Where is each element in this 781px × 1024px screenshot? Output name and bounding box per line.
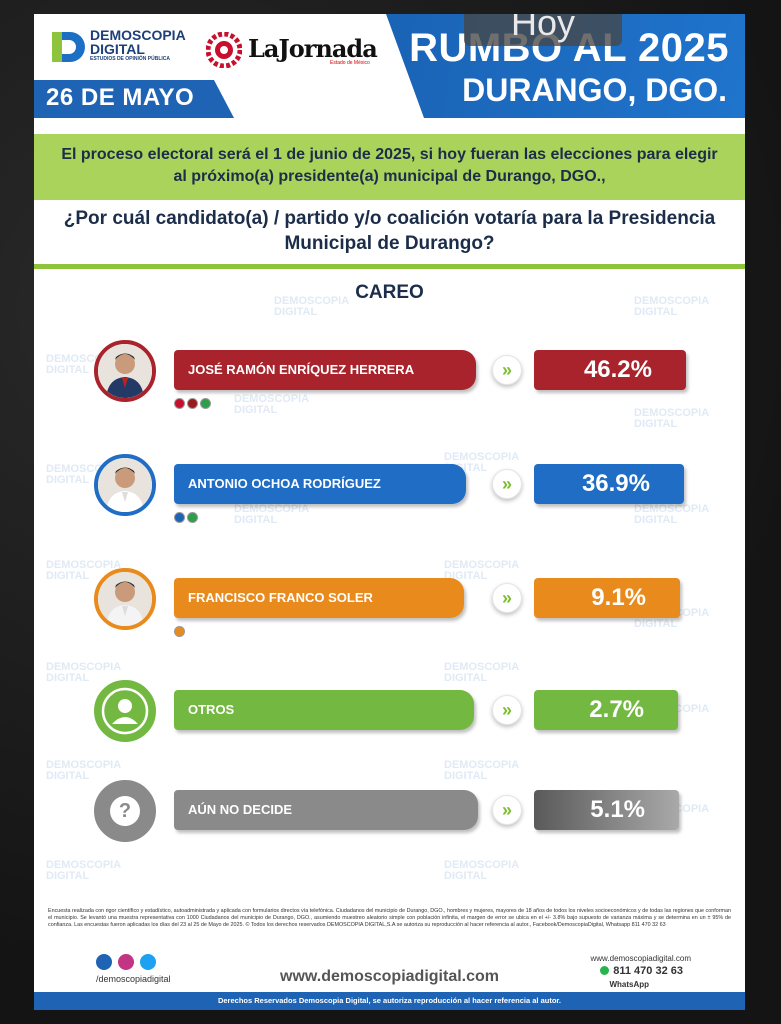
instagram-icon[interactable] xyxy=(118,954,134,970)
party-logo-icon xyxy=(174,626,185,637)
category-label: AÚN NO DECIDE xyxy=(174,790,478,830)
survey-question: ¿Por cuál candidato(a) / partido y/o coa… xyxy=(63,208,716,254)
demoscopia-logo-icon xyxy=(52,32,85,62)
category-label: FRANCISCO FRANCO SOLER xyxy=(174,578,464,618)
partner-name: LaJornada xyxy=(248,34,378,63)
question-icon xyxy=(110,796,140,826)
disclaimer: Encuesta realizada con rigor científico … xyxy=(48,908,731,928)
whatsapp-icon xyxy=(600,966,610,975)
party-logos xyxy=(174,396,213,409)
intro-text: El proceso electoral será el 1 de junio … xyxy=(61,146,718,185)
category-label: ANTONIO OCHOA RODRÍGUEZ xyxy=(174,464,466,504)
value-bar: 2.7% xyxy=(534,690,678,730)
person-photo-icon xyxy=(98,344,152,398)
social-icons xyxy=(96,954,162,975)
pollster-name: DEMOSCOPIA DIGITAL xyxy=(90,27,186,57)
website-link[interactable]: www.demoscopiadigital.com xyxy=(280,968,499,985)
category-label: JOSÉ RAMÓN ENRÍQUEZ HERRERA xyxy=(174,350,476,390)
chevron-right-icon: » xyxy=(492,355,522,385)
category-label: OTROS xyxy=(174,690,474,730)
question-mark: ? xyxy=(118,800,132,822)
data-label: 46.2% xyxy=(583,356,652,383)
partner-sub: Estado de México xyxy=(330,60,370,66)
page-subtitle: DURANGO, DGO. xyxy=(462,72,727,108)
whatsapp-website[interactable]: www.demoscopiadigital.com xyxy=(590,954,692,963)
value-bar: 46.2% xyxy=(534,350,686,390)
header: DEMOSCOPIA DIGITAL ESTUDIOS DE OPINIÓN P… xyxy=(34,14,745,118)
date-banner xyxy=(34,80,234,118)
candidate-avatar xyxy=(94,454,156,516)
candidate-avatar xyxy=(94,568,156,630)
chevron-right-icon: » xyxy=(492,583,522,613)
data-label: 9.1% xyxy=(591,584,646,611)
party-logo-icon xyxy=(187,398,198,409)
person-photo-icon xyxy=(98,458,152,512)
overlay-label: Hoy xyxy=(464,14,622,46)
social-handle[interactable]: /demoscopiadigital xyxy=(96,974,171,984)
chevron-right-icon: » xyxy=(492,695,522,725)
value-bar: 36.9% xyxy=(534,464,684,504)
facebook-icon[interactable] xyxy=(96,954,112,970)
divider xyxy=(34,264,745,269)
party-logo-icon xyxy=(187,512,198,523)
data-label: 2.7% xyxy=(589,696,644,723)
person-photo-icon xyxy=(98,572,152,626)
candidate-avatar xyxy=(94,340,156,402)
date-label: 26 DE MAYO xyxy=(46,84,195,111)
value-bar: 5.1% xyxy=(534,790,679,830)
phone-number: 811 470 32 63 xyxy=(613,965,683,977)
chart-title: CAREO xyxy=(355,282,424,303)
party-logo-icon xyxy=(174,512,185,523)
chevron-right-icon: » xyxy=(492,795,522,825)
intro-band xyxy=(34,134,745,200)
pollster-tagline: ESTUDIOS DE OPINIÓN PÚBLICA xyxy=(90,56,171,62)
data-label: 5.1% xyxy=(590,796,645,823)
party-logo-icon xyxy=(200,398,211,409)
chevron-right-icon: » xyxy=(492,469,522,499)
poll-card: DEMOSCOPIA DIGITAL ESTUDIOS DE OPINIÓN P… xyxy=(34,14,745,1010)
data-label: 36.9% xyxy=(581,470,650,497)
rights-bar: Derechos Reservados Demoscopia Digital, … xyxy=(34,992,745,1010)
twitter-icon[interactable] xyxy=(140,954,156,970)
candidate-avatar: ? xyxy=(94,780,156,842)
party-logos xyxy=(174,510,200,523)
whatsapp-label: WhatsApp xyxy=(609,980,649,989)
party-logo-icon xyxy=(174,398,185,409)
value-bar: 9.1% xyxy=(534,578,680,618)
candidate-avatar xyxy=(94,680,156,742)
whatsapp-phone: 811 470 32 63 xyxy=(600,965,683,977)
party-logos xyxy=(174,624,187,637)
la-jornada-logo-icon xyxy=(206,32,242,68)
user-icon xyxy=(101,687,149,735)
